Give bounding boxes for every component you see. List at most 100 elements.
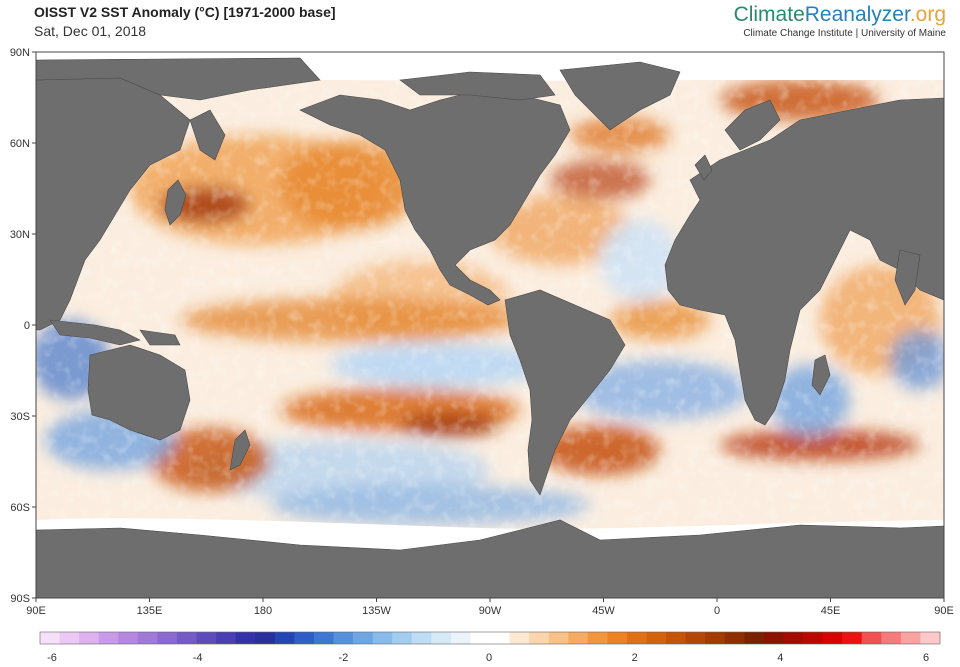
- colorbar-swatch-22: [470, 632, 491, 644]
- colorbar-swatch-33: [685, 632, 706, 644]
- colorbar-swatch-2: [79, 632, 100, 644]
- latitude-labels: 90N 60N 30N 0 30S 60S 90S: [10, 47, 36, 605]
- lat-label-3: 0: [24, 320, 30, 332]
- colorbar-tick-labels: -6 -4 -2 0 2 4 6: [47, 652, 929, 664]
- colorbar-swatch-31: [646, 632, 667, 644]
- colorbar-swatch-24: [509, 632, 530, 644]
- land-japan: [164, 179, 187, 226]
- colorbar-swatch-41: [842, 632, 863, 644]
- land-scandinavia: [724, 99, 781, 151]
- land-australia: [87, 344, 191, 441]
- lon-label-3: 135W: [362, 605, 391, 617]
- lat-label-2: 30N: [10, 229, 30, 241]
- colorbar-swatch-7: [176, 632, 197, 644]
- lat-label-6: 90S: [10, 593, 30, 605]
- lon-label-1: 135E: [137, 605, 163, 617]
- brand-name-part1: Climate: [733, 3, 805, 26]
- lon-label-4: 90W: [479, 605, 502, 617]
- colorbar-swatch-21: [450, 632, 471, 644]
- colorbar-tick-6: 6: [923, 652, 929, 664]
- colorbar-swatch-36: [744, 632, 765, 644]
- colorbar-swatch-32: [666, 632, 687, 644]
- colorbar-tick-5: 4: [777, 652, 783, 664]
- land-arctic-islands: [399, 71, 556, 101]
- colorbar-tick-1: -4: [193, 652, 203, 664]
- map-date: Sat, Dec 01, 2018: [34, 23, 147, 39]
- land-new-zealand: [229, 429, 251, 471]
- colorbar-tick-0: -6: [47, 652, 57, 664]
- brand-subtitle: Climate Change Institute | University of…: [743, 28, 946, 39]
- colorbar-swatch-35: [724, 632, 745, 644]
- colorbar-swatch-39: [803, 632, 824, 644]
- colorbar-swatch-19: [411, 632, 432, 644]
- colorbar-swatch-44: [900, 632, 921, 644]
- colorbar-swatch-15: [333, 632, 354, 644]
- colorbar: [39, 631, 941, 645]
- colorbar-swatch-6: [157, 632, 178, 644]
- colorbar-swatch-14: [313, 632, 334, 644]
- land-antarctica: [36, 519, 944, 598]
- land-uk: [694, 154, 713, 181]
- brand-block[interactable]: ClimateReanalyzer.org Climate Change Ins…: [734, 2, 946, 39]
- colorbar-swatch-4: [118, 632, 139, 644]
- colorbar-swatch-37: [763, 632, 784, 644]
- land-eurasia-africa: [664, 97, 944, 426]
- colorbar-swatch-30: [626, 632, 647, 644]
- colorbar-swatch-5: [137, 632, 158, 644]
- lat-label-4: 30S: [10, 411, 30, 423]
- land-madagascar: [811, 354, 831, 396]
- colorbar-swatch-27: [568, 632, 589, 644]
- map-plot-area: [36, 52, 944, 598]
- brand-name-part3: .org: [909, 3, 946, 26]
- colorbar-swatch-38: [783, 632, 804, 644]
- lon-label-8: 90E: [934, 605, 954, 617]
- colorbar-frame: [39, 631, 941, 645]
- land-indonesia: [49, 319, 141, 346]
- colorbar-swatch-25: [529, 632, 550, 644]
- lon-label-7: 45E: [821, 605, 841, 617]
- land-new-guinea: [139, 329, 181, 346]
- colorbar-swatch-40: [822, 632, 843, 644]
- colorbar-swatch-29: [607, 632, 628, 644]
- lat-label-5: 60S: [10, 502, 30, 514]
- brand-name-part2: Reanalyzer: [804, 3, 910, 26]
- land-india: [894, 249, 921, 306]
- land-siberia: [36, 57, 321, 101]
- land-masses: [36, 57, 944, 598]
- colorbar-swatch-17: [372, 632, 393, 644]
- lat-label-0: 90N: [10, 47, 30, 59]
- colorbar-swatch-10: [235, 632, 256, 644]
- colorbar-swatch-42: [861, 632, 882, 644]
- colorbar-swatch-1: [59, 632, 80, 644]
- colorbar-swatch-18: [392, 632, 413, 644]
- colorbar-swatch-9: [216, 632, 237, 644]
- colorbar-swatch-0: [40, 632, 60, 644]
- colorbar-swatch-8: [196, 632, 217, 644]
- lat-label-1: 60N: [10, 138, 30, 150]
- land-asia-west: [36, 77, 191, 331]
- lon-label-2: 180: [254, 605, 272, 617]
- map-title: OISST V2 SST Anomaly (°C) [1971-2000 bas…: [34, 4, 336, 20]
- colorbar-swatch-20: [431, 632, 452, 644]
- colorbar-swatch-34: [705, 632, 726, 644]
- colorbar-swatch-3: [98, 632, 119, 644]
- lon-label-6: 0: [714, 605, 720, 617]
- colorbar-swatch-12: [274, 632, 295, 644]
- longitude-labels: 90E 135E 180 135W 90W 45W 0 45E 90E: [26, 598, 954, 617]
- colorbar-tick-4: 2: [632, 652, 638, 664]
- colorbar-swatch-26: [548, 632, 569, 644]
- lon-label-0: 90E: [26, 605, 46, 617]
- land-kamchatka: [189, 109, 226, 161]
- land-south-america: [504, 289, 626, 496]
- colorbar-tick-3: 0: [486, 652, 492, 664]
- colorbar-swatch-45: [920, 632, 941, 644]
- lon-label-5: 45W: [592, 605, 615, 617]
- land-greenland: [559, 61, 681, 131]
- colorbar-swatch-28: [587, 632, 608, 644]
- colorbar-swatch-13: [294, 632, 315, 644]
- colorbar-swatch-43: [881, 632, 902, 644]
- brand-logo[interactable]: ClimateReanalyzer.org: [734, 2, 946, 27]
- colorbar-swatch-16: [353, 632, 374, 644]
- colorbar-swatch-11: [255, 632, 276, 644]
